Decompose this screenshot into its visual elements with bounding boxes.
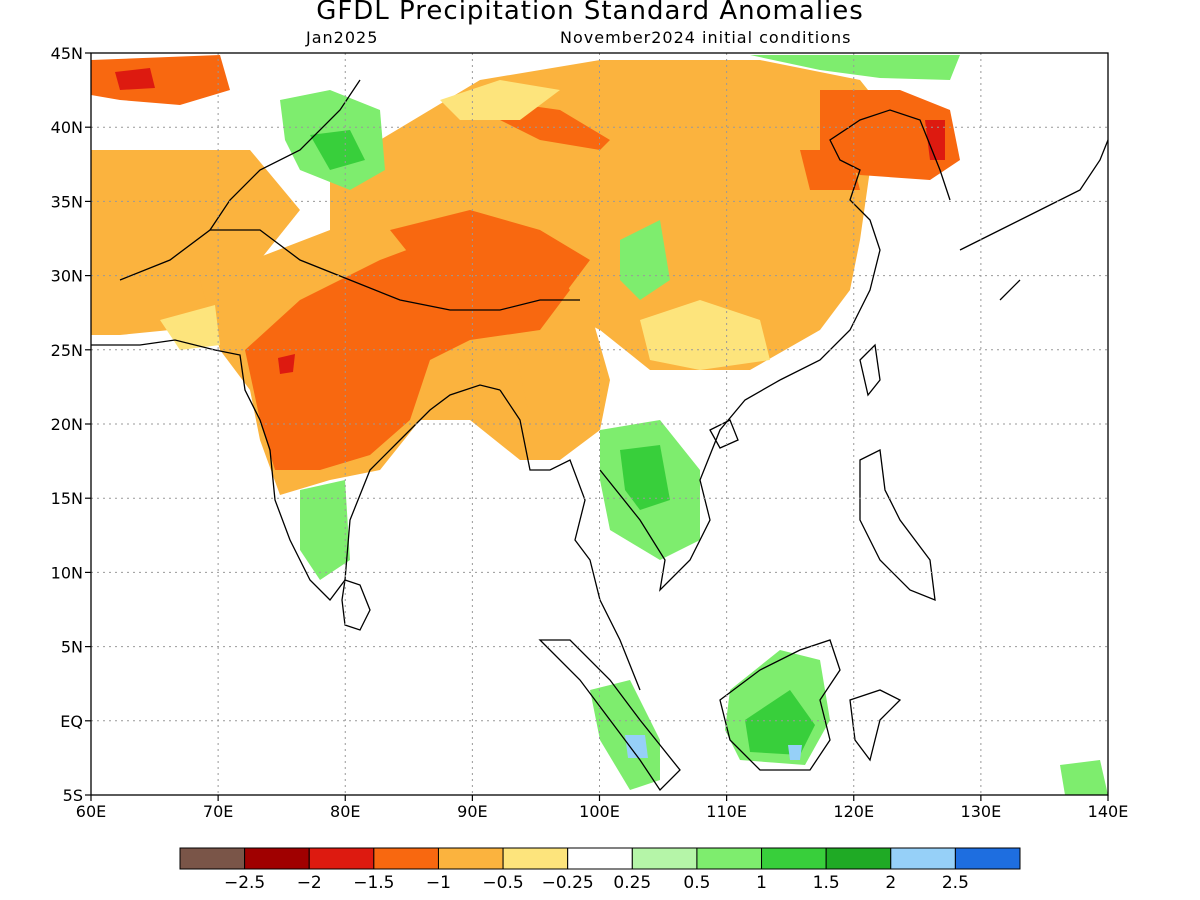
colorbar-label: 0.25 [613, 873, 651, 893]
coastline-taiwan [859, 343, 881, 397]
page-title: GFDL Precipitation Standard Anomalies [316, 0, 864, 26]
anomaly-region-north-india [245, 230, 570, 470]
anomaly-region-xinjiang-wet-core [310, 130, 365, 170]
anomaly-region-west-asia [91, 150, 300, 335]
anomaly-region-mongolia-wet [750, 55, 960, 80]
anomaly-region-yellow-sea [800, 150, 860, 190]
colorbar-swatch [179, 847, 246, 870]
y-tick-label: 5N [61, 638, 83, 657]
colorbar-swatch [244, 847, 310, 870]
coastline-sri-lanka [341, 579, 371, 631]
x-tick-label: 70E [203, 802, 233, 821]
colorbar-label: −0.5 [482, 873, 523, 893]
anomaly-region-gangetic [160, 305, 220, 350]
anomaly-region-south-india-wet [300, 480, 350, 580]
anomaly-region-south-china-yellow [640, 300, 770, 370]
x-tick-label: 110E [706, 802, 747, 821]
x-tick-label: 140E [1088, 802, 1129, 821]
colorbar-label: 2.5 [942, 873, 969, 893]
anomaly-region-myanmar [515, 300, 610, 460]
axes: 60E 70E 80E 90E 100E 110E 120E 130E 140E 5S EQ 5N 10… [51, 44, 1129, 821]
y-tick-label: 30N [51, 267, 83, 286]
anomaly-region-sichuan-wet [620, 220, 670, 300]
y-tick-label: 10N [51, 563, 83, 582]
coastline-sumatra [538, 639, 681, 792]
colorbar-label: 1.5 [813, 873, 840, 893]
colorbar-swatch [825, 847, 892, 870]
colorbar-label: −2.5 [224, 873, 265, 893]
x-tick-label: 60E [76, 802, 106, 821]
colorbar-label: −0.25 [542, 873, 594, 893]
colorbar-label: −2 [297, 873, 322, 893]
y-tick-label: 5S [63, 786, 83, 805]
coastlines [91, 79, 1108, 792]
y-tick-label: 40N [51, 118, 83, 137]
colorbar-swatch [631, 847, 698, 870]
anomaly-fields [91, 55, 1108, 795]
anomaly-region-india-red [278, 354, 295, 374]
border-himalaya [210, 229, 580, 311]
anomaly-region-sumatra-blue [625, 735, 648, 758]
coastline-china [779, 109, 951, 381]
colorbar-label: 1 [756, 873, 767, 893]
x-tick-label: 120E [833, 802, 874, 821]
y-tick-label: EQ [60, 712, 83, 731]
y-tick-label: 25N [51, 341, 83, 360]
colorbar-swatch [761, 847, 827, 870]
colorbar-swatch [696, 847, 763, 870]
x-tick-label: 130E [961, 802, 1002, 821]
colorbar-swatch [890, 847, 956, 870]
anomaly-region-indochina-wet-core [620, 445, 670, 510]
gridlines [91, 53, 1108, 795]
coastline-indochina [499, 389, 641, 691]
colorbar-swatch [502, 847, 569, 870]
x-tick-label: 90E [457, 802, 487, 821]
anomaly-region-korea-red [925, 120, 945, 160]
anomaly-region-northeast-china [820, 90, 960, 180]
colorbar-swatch [954, 847, 1021, 870]
coastline-sulawesi [849, 689, 902, 762]
border-west [119, 79, 361, 281]
colorbar-label: 0.5 [683, 873, 710, 893]
y-tick-label: 20N [51, 415, 83, 434]
anomaly-region-plateau-yellow [440, 80, 560, 120]
coastline-hainan [709, 419, 739, 449]
anomaly-region-kazakhstan [91, 55, 230, 105]
y-tick-label: 15N [51, 489, 83, 508]
y-tick-label: 35N [51, 192, 83, 211]
anomaly-region-borneo-blue [788, 745, 802, 760]
coastline-philippines [859, 449, 936, 602]
colorbar: −2.5 −2 −1.5 −1 −0.5 −0.25 0.25 0.5 1 1.5 2 2.5 [179, 847, 1021, 893]
colorbar-swatch [567, 847, 633, 870]
anomaly-region-borneo-wet-core [745, 690, 815, 755]
x-tick-label: 80E [330, 802, 360, 821]
x-tick-label: 100E [579, 802, 620, 821]
y-tick-label: 45N [51, 44, 83, 63]
colorbar-label: 2 [885, 873, 896, 893]
colorbar-label: −1.5 [353, 873, 394, 893]
colorbar-label: −1 [426, 873, 451, 893]
initial-conditions: November2024 initial conditions [560, 28, 852, 47]
colorbar-swatch [437, 847, 504, 870]
coastline-vietnam [599, 379, 781, 592]
colorbar-swatch [308, 847, 375, 870]
forecast-month: Jan2025 [306, 28, 379, 47]
anomaly-region-kazakh-red [115, 68, 155, 90]
coastline-borneo [719, 639, 841, 771]
anomaly-region-tibet-core [390, 210, 590, 300]
coastline-japan [959, 139, 1108, 301]
anomaly-region-papua-wet [1060, 760, 1108, 795]
coastline-india [91, 339, 501, 601]
colorbar-swatch [373, 847, 439, 870]
